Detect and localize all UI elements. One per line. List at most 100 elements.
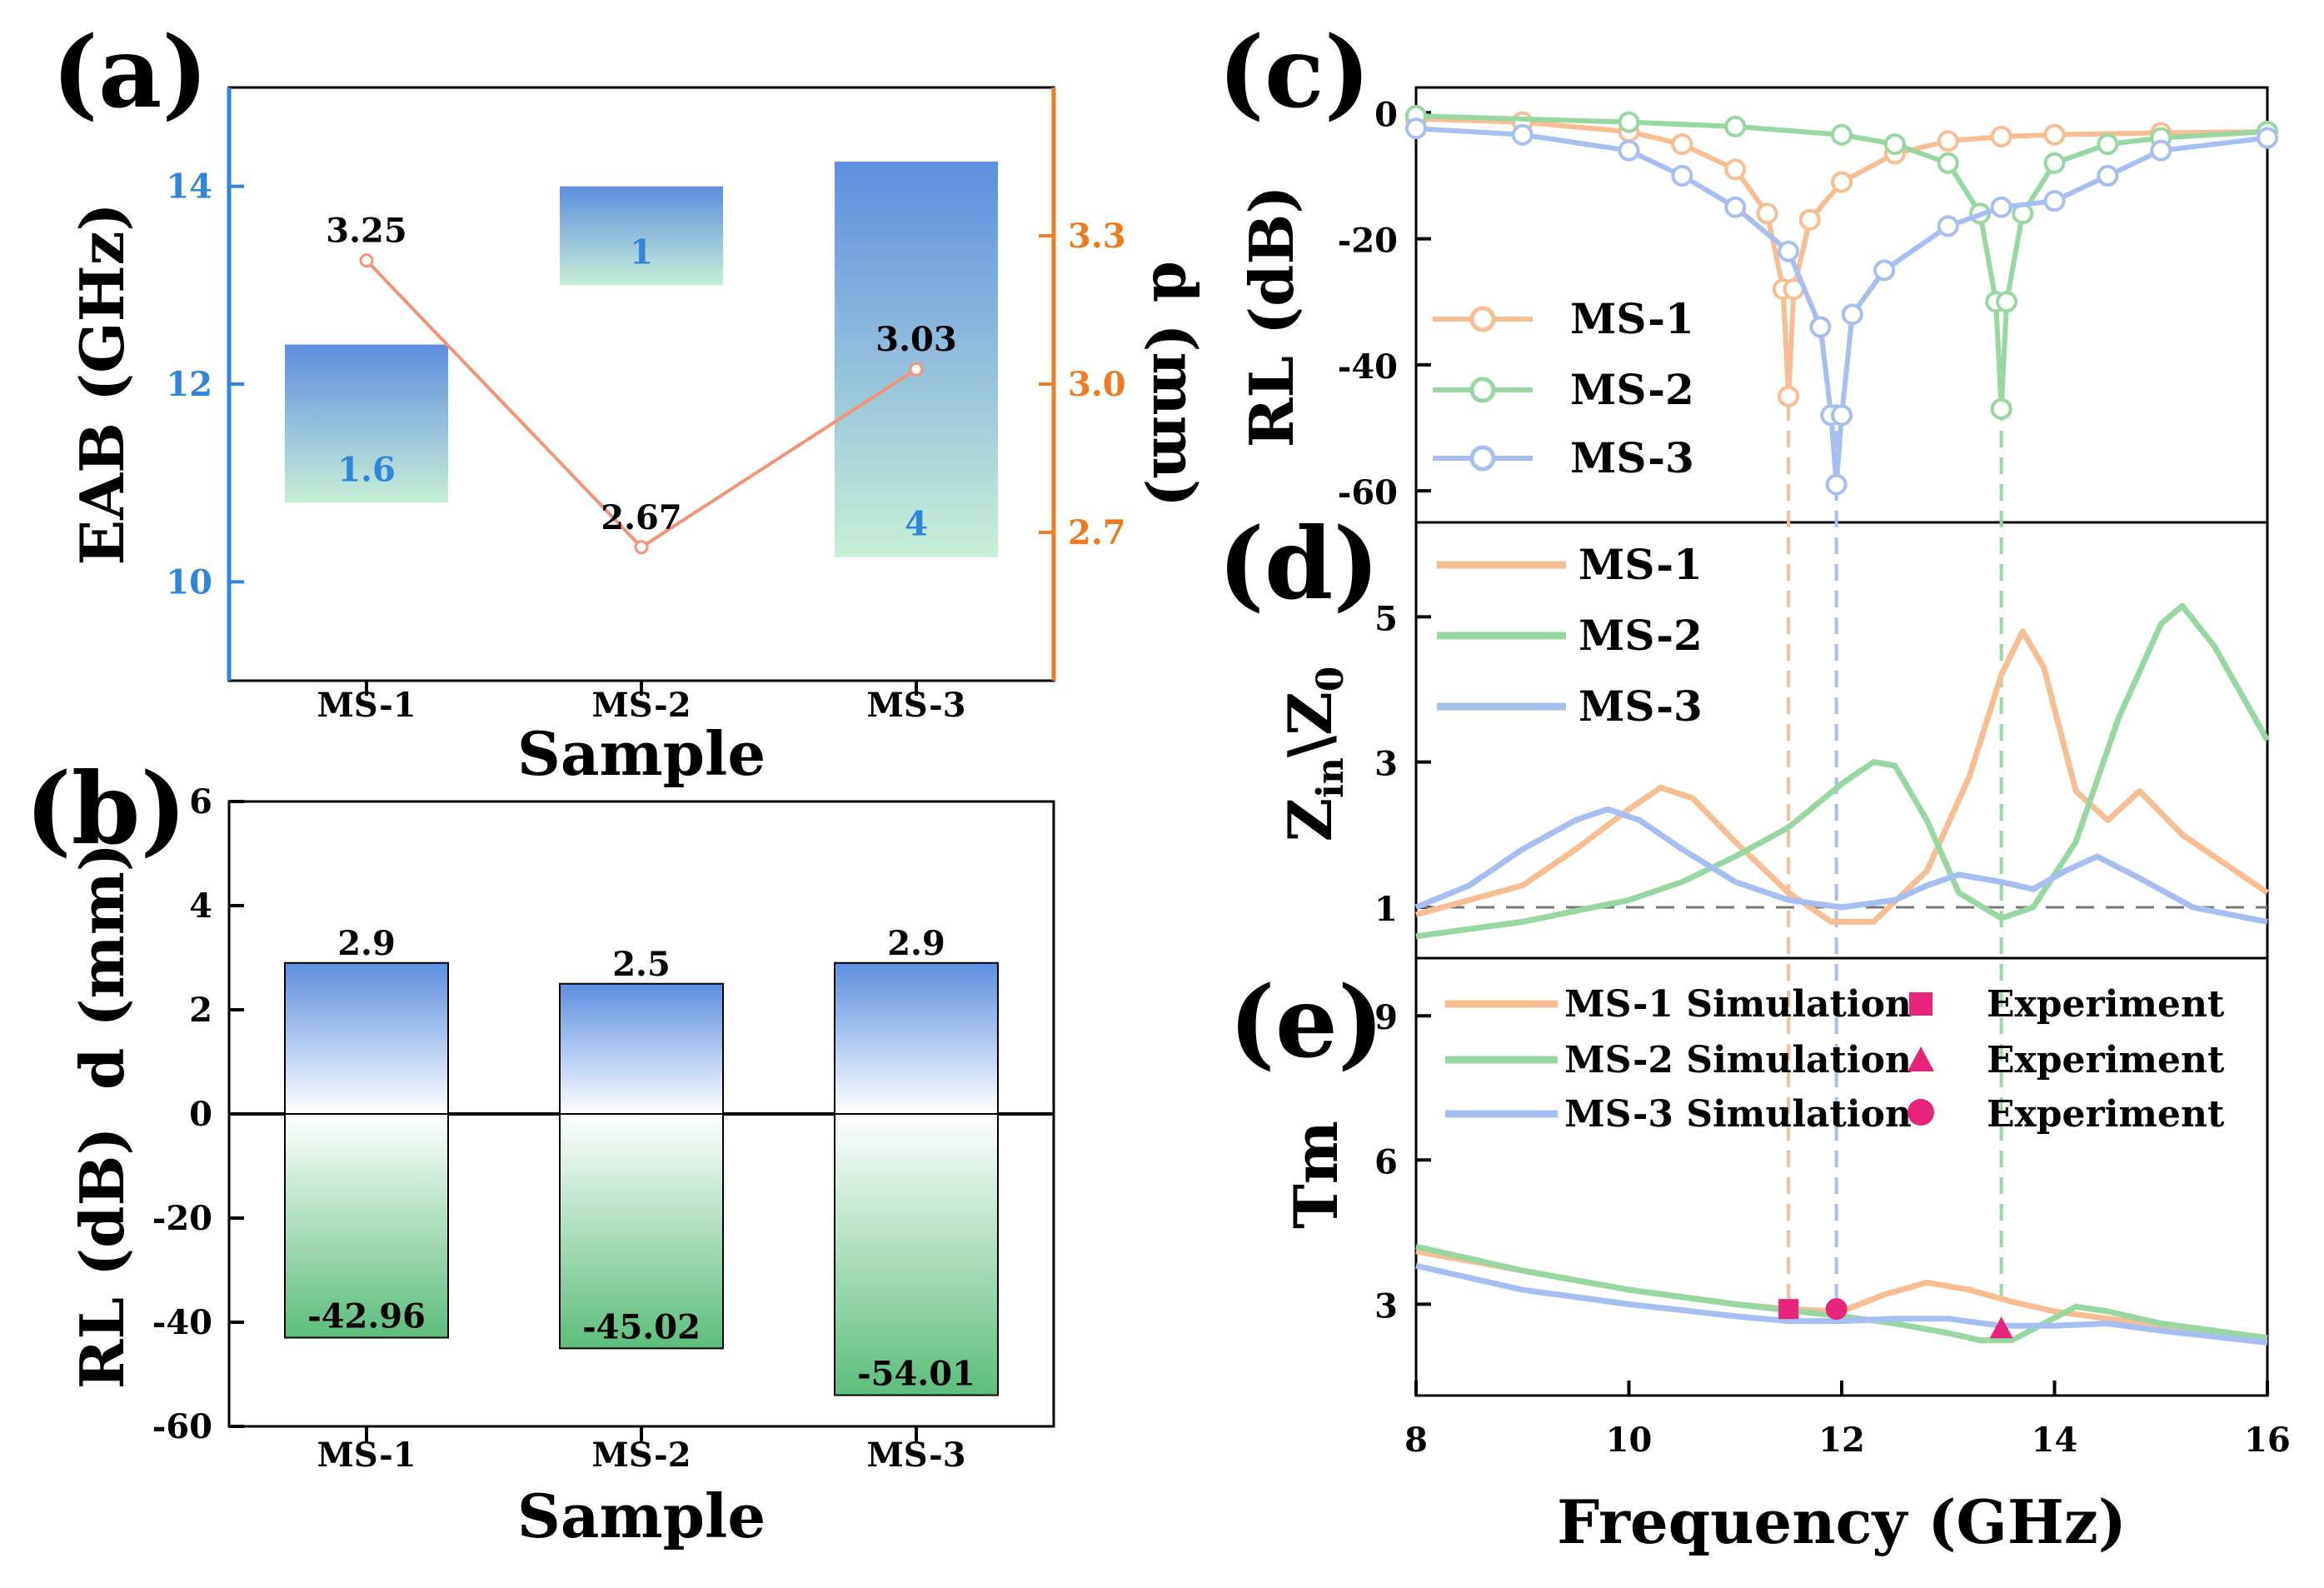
panel-a-y2tick-label: 2.7 — [1068, 513, 1126, 552]
panel-c-point — [2043, 123, 2066, 146]
panel-b-rl-bar — [559, 1113, 724, 1350]
panel-d-series-MS-2 — [1415, 602, 2271, 940]
panel-c-point — [1778, 385, 1800, 407]
panel-e-xtick-label: 8 — [1404, 1421, 1428, 1460]
panel-ytick-label: 1 — [1374, 890, 1398, 929]
panel-b-y-ticks: -60 -40 -20 0 2 4 6 — [152, 782, 244, 1446]
panel-e-xtick-label: 16 — [2244, 1421, 2291, 1460]
panel-b-rl-bar — [284, 1113, 449, 1339]
panel-b-x-ticks: MS-1 MS-2 MS-3 — [317, 1426, 966, 1475]
panel-cde-frame — [1414, 86, 2269, 1397]
panel-c-point — [1873, 259, 1896, 282]
panel-c-point — [1671, 133, 1693, 156]
panel-a-d-label: 3.25 — [326, 212, 406, 251]
panel-c-point — [1990, 196, 2012, 218]
panel-b: -60 -40 -20 0 2 4 6 2.9 2.5 2.9 -42.96 -45.02 -54.0… — [67, 782, 1055, 1551]
panel-b-d-label: 2.9 — [887, 924, 945, 963]
panel-a-d-label: 3.03 — [875, 320, 956, 359]
panel-e-xtick-label: 12 — [1818, 1421, 1865, 1460]
z0-sub: 0 — [1309, 667, 1352, 692]
panel-b-d-bar — [834, 961, 999, 1115]
panel-b-ytick-label: 6 — [189, 782, 212, 821]
legend-e-item-exp-square: Experiment — [1909, 983, 2225, 1026]
legend-e-square-marker — [1909, 992, 1933, 1016]
panel-c-point — [1618, 139, 1640, 162]
panel-c-point — [2043, 152, 2066, 174]
legend-e-exp1-label: Experiment — [1987, 983, 2225, 1026]
panel-a-bars: 1.6 1 4 — [285, 162, 998, 557]
panel-a-y2label: d (mm) — [1140, 261, 1210, 507]
panel-e-xlabel: Frequency (GHz) — [1557, 1486, 2127, 1557]
panel-label-e: (e) — [1229, 964, 1384, 1080]
panel-c-point — [2043, 190, 2066, 212]
panel-a-d-label: 2.67 — [601, 498, 681, 537]
panel-b-ytick-label: -20 — [152, 1199, 212, 1238]
panel-a-bar — [285, 344, 448, 503]
panel-c-point — [1825, 473, 1848, 496]
panel-c-point — [1671, 164, 1693, 187]
panel-a-xtick-label: MS-3 — [866, 686, 965, 725]
legend-e-circle-marker — [1908, 1099, 1934, 1126]
panel-label-b: (b) — [25, 751, 187, 866]
panel-label-c: (c) — [1218, 14, 1371, 130]
panel-e-series — [1415, 1243, 2268, 1344]
panel-c-point — [1831, 404, 1853, 427]
panel-c-point — [2097, 164, 2119, 187]
panel-c-point — [1778, 240, 1800, 262]
panel-c-point — [1990, 397, 2012, 420]
legend-c: MS-1 MS-2 MS-3 — [1433, 294, 1694, 482]
zin-z: Z — [1274, 798, 1345, 842]
panel-b-ytick-label: -40 — [152, 1303, 212, 1342]
panel-ytick-label: 3 — [1374, 745, 1398, 784]
panel-a-y2tick-label: 3.3 — [1068, 217, 1126, 256]
legend-e-triangle-marker — [1908, 1046, 1934, 1071]
panel-a-bar-label: 1.6 — [337, 450, 396, 489]
panel-b-ytick-label: 0 — [189, 1095, 212, 1134]
legend-d-item-ms2: MS-2 — [1437, 611, 1703, 660]
panel-b-ytick-label: 4 — [189, 886, 212, 926]
zin-mid: \Z — [1274, 692, 1345, 757]
panel-a-xtick-label: MS-1 — [317, 686, 416, 725]
panel-c-point — [1937, 152, 1959, 174]
panels-cde: 0 -20 -40 -60 1 3 5 3 6 9 8 10 12 14 16 RL (dB) Zin… — [1236, 86, 2291, 1557]
panel-c-point — [1511, 123, 1534, 146]
panel-c-point — [1937, 215, 1959, 237]
legend-e-item-exp-circle: Experiment — [1908, 1093, 2225, 1136]
panel-b-xlabel: Sample — [517, 1481, 766, 1551]
panel-e-ylabel: Tm — [1280, 1121, 1351, 1229]
panel-c-ylabel: RL (dB) — [1236, 186, 1307, 448]
panel-e-exp-triangle — [1989, 1316, 2013, 1339]
panel-c-point — [1798, 208, 1821, 231]
legend-d-ms3-label: MS-3 — [1578, 682, 1703, 731]
panel-c-point — [1841, 303, 1863, 326]
panel-b-ytick-label: -60 — [152, 1407, 212, 1446]
legend-e: MS-1 Simulation MS-2 Simulation MS-3 Sim… — [1445, 983, 2225, 1136]
panel-c-point — [1724, 158, 1747, 181]
panel-e-xtick-label: 14 — [2032, 1421, 2078, 1460]
panel-a-xlabel: Sample — [517, 718, 766, 789]
legend-e-item-ms1: MS-1 Simulation — [1445, 983, 1912, 1026]
legend-c-ms3-label: MS-3 — [1570, 433, 1694, 482]
panel-a-right-ticks: 2.7 3.0 3.3 — [1039, 217, 1126, 552]
zin-sub: in — [1309, 757, 1352, 798]
panel-ytick-label: 6 — [1374, 1142, 1398, 1181]
legend-d-item-ms1: MS-1 — [1437, 540, 1703, 589]
panel-d-ylabel: Zin\Z0 — [1274, 667, 1352, 842]
panel-ytick-label: -20 — [1338, 222, 1398, 261]
legend-e-item-ms2: MS-2 Simulation — [1445, 1039, 1912, 1081]
panel-a-left-ticks: 10 12 14 — [166, 167, 244, 602]
legend-e-ms2-label: MS-2 Simulation — [1564, 1039, 1912, 1081]
legend-e-ms1-label: MS-1 Simulation — [1564, 983, 1912, 1026]
panel-b-xtick-label: MS-3 — [866, 1436, 965, 1475]
legend-c-item-ms2: MS-2 — [1433, 365, 1694, 414]
panel-ytick-label: 0 — [1374, 95, 1398, 134]
panel-b-ytick-label: 2 — [189, 991, 212, 1030]
panel-b-rl-label: -42.96 — [307, 1297, 426, 1336]
panel-a-bar — [835, 162, 998, 557]
panel-c-point — [1405, 117, 1427, 140]
panel-a-bar-label: 1 — [630, 232, 653, 272]
panel-c-point — [1883, 133, 1906, 156]
panel-ytick-label: -40 — [1338, 347, 1398, 387]
panel-a-ytick-label: 14 — [166, 167, 212, 207]
panel-b-d-bar — [559, 982, 724, 1115]
